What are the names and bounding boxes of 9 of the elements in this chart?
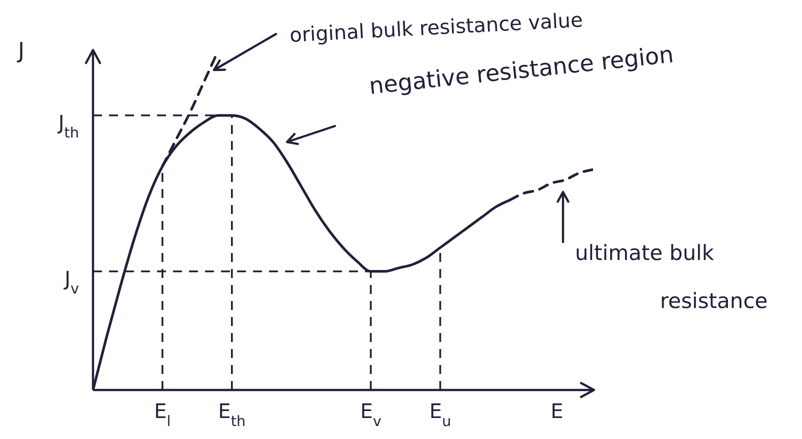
x-tick-label: E$_{u}$ bbox=[429, 399, 452, 430]
x-tick-label: E$_{v}$ bbox=[360, 399, 382, 430]
x-tick-label: E$_{th}$ bbox=[218, 399, 246, 430]
x-axis-title: E bbox=[550, 399, 564, 423]
y-axis-title: J bbox=[16, 39, 24, 64]
x-tick-label: E$_{l}$ bbox=[154, 399, 171, 430]
ref-line-label: J$_{th}$ bbox=[56, 110, 79, 142]
ref-line-label: J$_{v}$ bbox=[62, 266, 80, 298]
annotation: ultimate bulk resistance bbox=[575, 241, 768, 313]
